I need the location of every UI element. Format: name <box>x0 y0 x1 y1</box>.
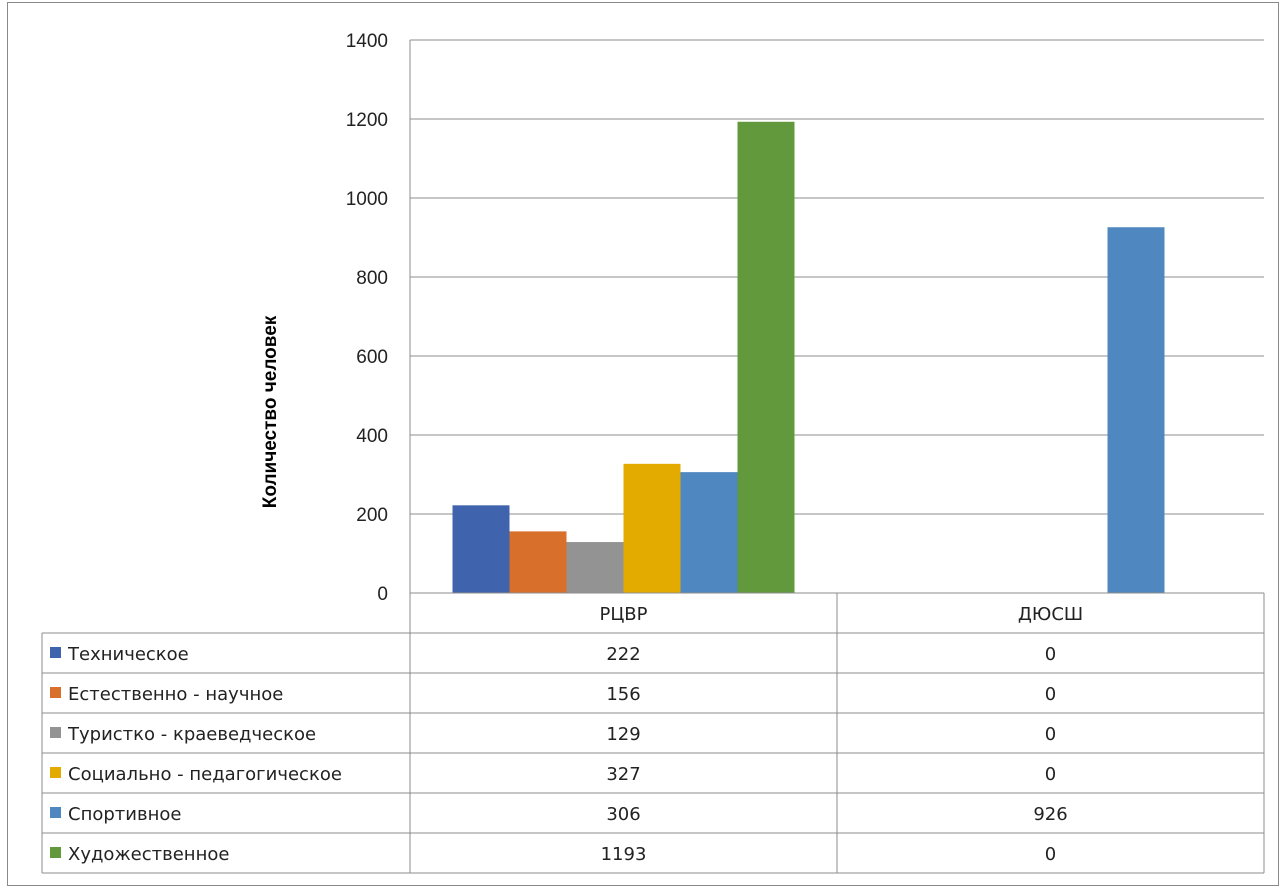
legend-swatch <box>50 647 61 658</box>
bar <box>737 121 795 593</box>
data-label: 327 <box>606 764 640 785</box>
legend-swatch <box>50 807 61 818</box>
legend-label: Социально - педагогическое <box>68 764 342 785</box>
legend-swatch <box>50 727 61 738</box>
bar <box>509 531 567 593</box>
legend-swatch <box>50 767 61 778</box>
bar <box>1107 227 1165 594</box>
bar <box>452 505 510 593</box>
legend-label: Спортивное <box>68 804 181 825</box>
data-label: 129 <box>606 724 640 745</box>
y-axis-label: Количество человек <box>260 315 281 508</box>
data-label: 156 <box>606 684 640 705</box>
legend-label: Туристко - краеведческое <box>67 724 316 745</box>
bar <box>680 472 738 593</box>
y-tick-label: 800 <box>356 268 388 289</box>
x-tick-label: ДЮСШ <box>1018 604 1083 625</box>
legend-label: Техническое <box>67 644 189 665</box>
y-tick-label: 0 <box>377 584 388 605</box>
y-tick-label: 200 <box>356 505 388 526</box>
chart-frame <box>7 2 1279 886</box>
data-label: 222 <box>606 644 640 665</box>
data-table: РЦВР ДЮСШ Техническое 222 0 Естественно - нау… <box>41 592 1265 874</box>
legend-swatch <box>50 687 61 698</box>
data-label: 0 <box>1045 724 1056 745</box>
legend-label: Естественно - научное <box>68 684 283 705</box>
x-tick-label: РЦВР <box>599 604 647 625</box>
legend-label: Художественное <box>68 844 229 865</box>
bar <box>623 463 681 593</box>
y-tick-label: 400 <box>356 426 388 447</box>
data-label: 926 <box>1033 804 1067 825</box>
data-label: 1193 <box>601 844 647 865</box>
y-tick-label: 1000 <box>346 189 388 210</box>
data-label: 0 <box>1045 764 1056 785</box>
bars <box>452 121 1165 594</box>
y-tick-labels: 0 200 400 600 800 1000 1200 1400 <box>346 31 388 605</box>
legend-swatch <box>50 847 61 858</box>
data-label: 0 <box>1045 844 1056 865</box>
y-tick-label: 1200 <box>346 110 388 131</box>
y-tick-label: 1400 <box>346 31 388 52</box>
data-label: 0 <box>1045 644 1056 665</box>
bar <box>566 542 624 593</box>
data-label: 306 <box>606 804 640 825</box>
y-tick-label: 600 <box>356 347 388 368</box>
data-label: 0 <box>1045 684 1056 705</box>
